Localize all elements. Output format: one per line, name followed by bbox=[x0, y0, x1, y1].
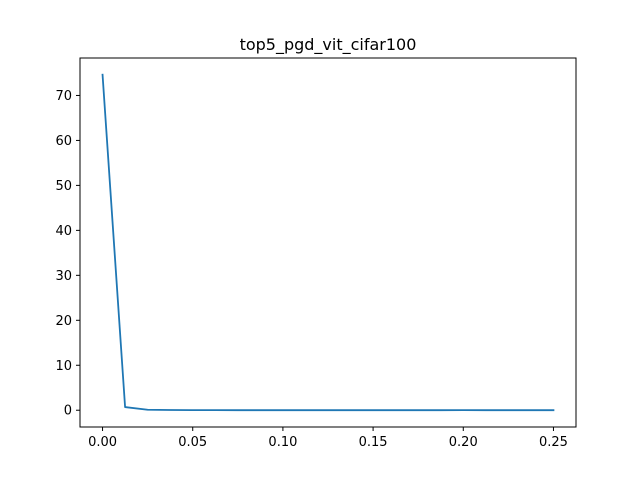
y-tick-label: 20 bbox=[55, 314, 72, 329]
y-tick-label: 70 bbox=[55, 89, 72, 104]
x-tick-label: 0.10 bbox=[268, 435, 297, 450]
x-tick-label: 0.05 bbox=[178, 435, 207, 450]
y-tick-label: 50 bbox=[55, 179, 72, 194]
x-tick-label: 0.00 bbox=[88, 435, 117, 450]
y-tick-label: 10 bbox=[55, 359, 72, 374]
x-axis: 0.00 0.05 0.10 0.15 0.20 0.25 bbox=[88, 427, 568, 450]
y-tick-label: 40 bbox=[55, 224, 72, 239]
x-tick-label: 0.20 bbox=[449, 435, 478, 450]
y-tick-label: 30 bbox=[55, 269, 72, 284]
series-line bbox=[101, 73, 555, 412]
y-axis: 0 10 20 30 40 50 60 70 bbox=[55, 89, 80, 419]
y-tick-label: 0 bbox=[64, 404, 72, 419]
y-tick-label: 60 bbox=[55, 134, 72, 149]
plot-frame bbox=[79, 57, 577, 428]
series-layer bbox=[101, 73, 555, 412]
x-tick-label: 0.15 bbox=[359, 435, 388, 450]
x-tick-label: 0.25 bbox=[539, 435, 568, 450]
chart-title: top5_pgd_vit_cifar100 bbox=[240, 35, 417, 55]
